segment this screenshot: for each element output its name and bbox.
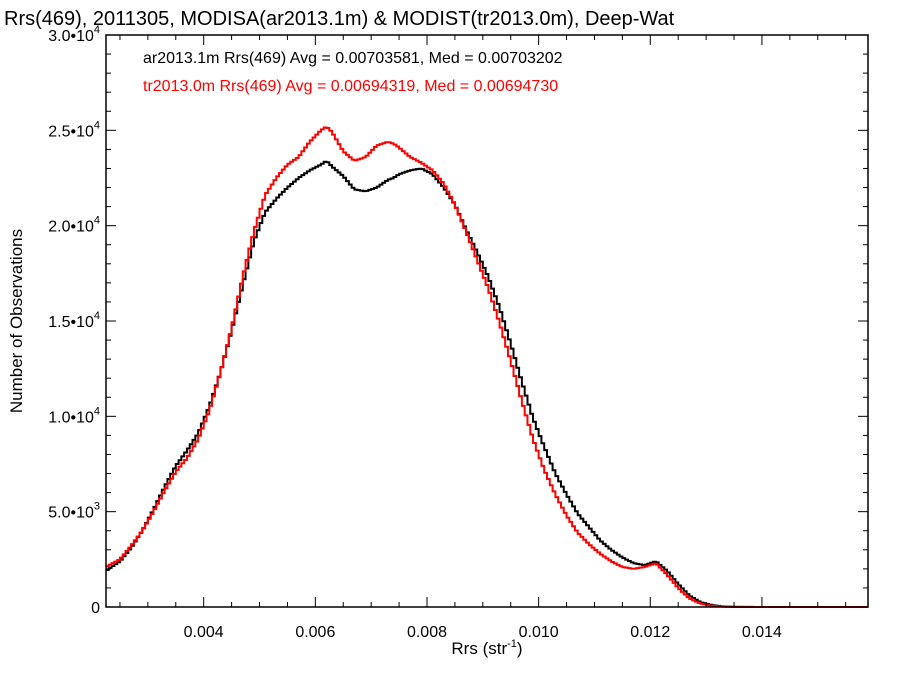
- y-tick-label: 2.5•104: [48, 119, 100, 140]
- plot-frame: [105, 34, 869, 608]
- y-tick-label: 0: [91, 600, 100, 617]
- y-tick-label: 5.0•103: [48, 501, 100, 522]
- x-tick-label: 0.004: [184, 624, 224, 641]
- y-tick-label: 3.0•104: [48, 24, 100, 45]
- x-axis-label-base: Rrs (str: [451, 639, 507, 658]
- x-tick-label: 0.010: [519, 624, 559, 641]
- legend-entry-ar2013.1m: ar2013.1m Rrs(469) Avg = 0.00703581, Med…: [143, 50, 563, 67]
- x-axis-label: Rrs (str-1): [451, 638, 522, 658]
- legend: ar2013.1m Rrs(469) Avg = 0.00703581, Med…: [143, 50, 563, 95]
- chart-title: Rrs(469), 2011305, MODISA(ar2013.1m) & M…: [4, 8, 675, 30]
- y-tick-label: 1.5•104: [48, 310, 100, 331]
- x-tick-label: 0.014: [742, 624, 782, 641]
- x-tick-label: 0.006: [295, 624, 335, 641]
- x-axis-label-superscript: -1: [507, 638, 517, 650]
- y-axis-label: Number of Observations: [7, 229, 26, 413]
- y-tick-label: 2.0•104: [48, 215, 100, 236]
- x-tick-label: 0.008: [407, 624, 447, 641]
- ticks-layer: [106, 34, 868, 608]
- series-layer: [106, 126, 868, 608]
- series-line-tr2013.0m: [106, 126, 868, 608]
- y-tick-label: 1.0•104: [48, 405, 100, 426]
- series-line-ar2013.1m: [106, 160, 868, 608]
- tick-labels-layer: 0.004 0.006 0.008 0.010 0.012 0.014 0 5.0•103 1.…: [48, 24, 782, 641]
- legend-entry-tr2013.0m: tr2013.0m Rrs(469) Avg = 0.00694319, Med…: [143, 78, 558, 95]
- x-axis-label-end: ): [517, 639, 523, 658]
- x-tick-label: 0.012: [630, 624, 670, 641]
